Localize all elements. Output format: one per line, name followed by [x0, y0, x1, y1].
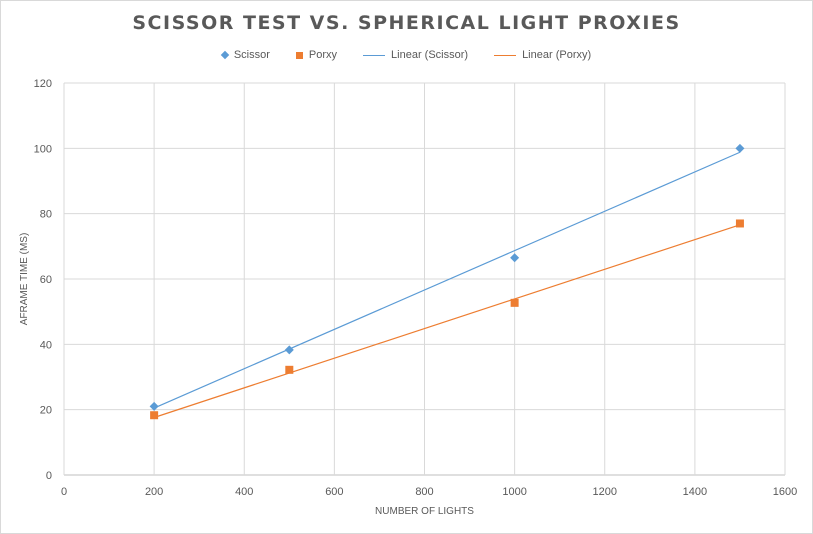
gridlines: [63, 82, 786, 476]
x-tick-label: 1400: [683, 486, 707, 498]
legend-item-linear-scissor: Linear (Scissor): [363, 49, 468, 61]
y-tick-label: 100: [34, 143, 52, 155]
legend-item-porxy: Porxy: [295, 49, 338, 61]
data-point-porxy: [150, 411, 159, 420]
x-tick-label: 0: [61, 486, 67, 498]
legend-label-linear-scissor: Linear (Scissor): [391, 49, 469, 61]
y-tick-label: 80: [40, 209, 52, 221]
trendline: [153, 151, 741, 409]
data-point-scissor: [735, 143, 745, 153]
data-points: [149, 143, 745, 420]
y-tick-label: 60: [40, 274, 52, 286]
line-swatch-icon: [494, 54, 517, 56]
chart-title: SCISSOR TEST VS. SPHERICAL LIGHT PROXIES: [132, 12, 681, 34]
y-tick-label: 0: [46, 470, 52, 482]
y-tick-label: 120: [34, 78, 52, 90]
legend: Scissor Porxy Linear (Scissor) Linear (P…: [0, 49, 813, 61]
data-point-scissor: [510, 253, 520, 263]
line-swatch-icon: [363, 54, 386, 56]
x-tick-label: 1600: [773, 486, 797, 498]
legend-label-scissor: Scissor: [233, 49, 270, 61]
square-marker-icon: [295, 51, 303, 59]
y-tick-label: 20: [40, 405, 52, 417]
legend-item-scissor: Scissor: [220, 49, 270, 61]
x-tick-label: 400: [235, 486, 253, 498]
data-point-scissor: [149, 401, 159, 411]
legend-item-linear-porxy: Linear (Porxy): [494, 49, 591, 61]
x-tick-label: 1000: [502, 486, 526, 498]
data-point-porxy: [285, 365, 294, 374]
x-tick-label: 600: [325, 486, 343, 498]
data-point-porxy: [510, 298, 519, 307]
data-point-scissor: [284, 345, 294, 355]
x-tick-label: 1200: [593, 486, 617, 498]
y-tick-label: 40: [40, 339, 52, 351]
legend-label-linear-porxy: Linear (Porxy): [522, 49, 592, 61]
trendlines: [153, 151, 741, 419]
trendline: [153, 224, 741, 419]
x-axis-label: NUMBER OF LIGHTS: [375, 506, 474, 517]
legend-label-porxy: Porxy: [308, 49, 338, 61]
x-tick-label: 800: [415, 486, 433, 498]
x-tick-label: 200: [145, 486, 163, 498]
data-point-porxy: [735, 219, 744, 228]
y-axis-label: AFRAME TIME (MS): [19, 233, 30, 326]
